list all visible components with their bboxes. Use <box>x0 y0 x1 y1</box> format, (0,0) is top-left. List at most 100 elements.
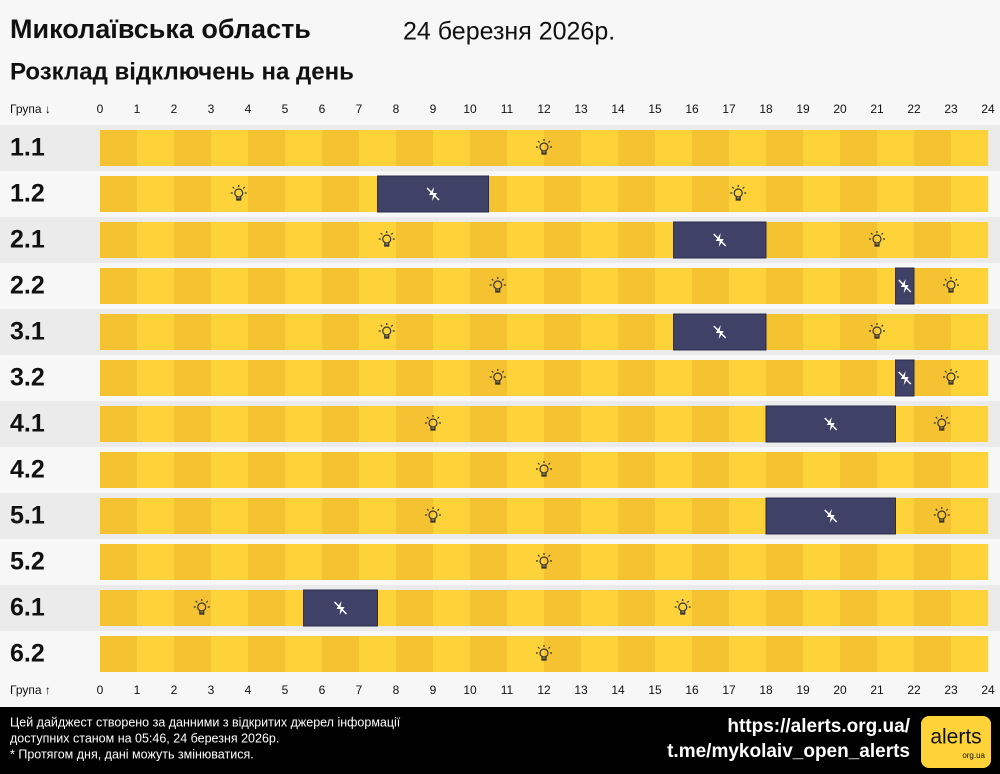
hour-cell <box>544 406 582 442</box>
hour-cell <box>877 590 915 626</box>
x-tick-label: 1 <box>134 102 141 116</box>
hour-cell <box>618 360 656 396</box>
hour-cell <box>211 222 249 258</box>
footer-link[interactable]: https://alerts.org.ua/ <box>727 716 910 737</box>
hour-cell <box>840 544 878 580</box>
hour-cell <box>951 360 989 396</box>
bulb <box>197 602 207 612</box>
bulb <box>872 326 882 336</box>
x-tick-label: 2 <box>171 683 178 697</box>
off-icon <box>898 371 912 385</box>
hour-cell <box>692 360 730 396</box>
hour-cell <box>618 222 656 258</box>
bulb-icon <box>730 185 747 201</box>
hour-cell <box>285 452 323 488</box>
hour-cell <box>174 360 212 396</box>
bulb-rays <box>489 369 506 378</box>
hour-cell <box>248 314 286 350</box>
hour-cell <box>137 498 175 534</box>
hour-cell <box>914 268 952 304</box>
off-icon <box>824 417 838 431</box>
logo: alerts <box>930 726 981 749</box>
x-tick-label: 15 <box>648 683 662 697</box>
x-tick-label: 9 <box>430 683 437 697</box>
hour-cell <box>248 452 286 488</box>
bulb-rays <box>489 277 506 286</box>
axis-label-top: Група ↓ <box>10 102 51 116</box>
bulb-base <box>384 243 390 247</box>
x-tick-label: 20 <box>833 683 847 697</box>
bulb <box>539 464 549 474</box>
hour-cell <box>914 130 952 166</box>
hour-cell <box>211 360 249 396</box>
hour-cell <box>655 176 693 212</box>
hour-cell <box>766 590 804 626</box>
hour-cell <box>396 544 434 580</box>
hour-cell <box>396 314 434 350</box>
hour-cell <box>544 268 582 304</box>
hour-cell <box>433 268 471 304</box>
strike <box>713 325 727 339</box>
hour-cell <box>100 544 138 580</box>
hour-cell <box>914 222 952 258</box>
hour-cell <box>433 590 471 626</box>
bulb-rays <box>536 461 552 470</box>
bulb-icon <box>489 369 506 385</box>
off-icon <box>333 601 348 615</box>
hour-cell <box>729 406 767 442</box>
hour-cell <box>507 406 545 442</box>
bulb-rays <box>536 645 552 654</box>
x-tick-label: 18 <box>759 102 773 116</box>
hour-cell <box>322 130 360 166</box>
hour-cell <box>507 636 545 672</box>
bulb-icon <box>536 645 552 661</box>
hour-cell <box>396 406 434 442</box>
bulb-rays <box>869 323 885 332</box>
hour-cell <box>877 222 915 258</box>
hour-cell <box>766 222 804 258</box>
bulb-rays <box>933 415 950 424</box>
hour-cell <box>285 314 323 350</box>
hour-cell <box>840 268 878 304</box>
bulb-base <box>680 611 686 615</box>
hour-cell <box>100 636 138 672</box>
footer-link[interactable]: t.me/mykolaiv_open_alerts <box>667 741 910 762</box>
hour-cell <box>729 452 767 488</box>
hour-cell <box>507 360 545 396</box>
hour-cell <box>211 406 249 442</box>
hour-cell <box>359 452 397 488</box>
bulb-icon <box>536 553 552 569</box>
hour-cell <box>951 498 989 534</box>
hour-cell <box>470 452 508 488</box>
hour-cell <box>544 176 582 212</box>
x-tick-label: 20 <box>833 102 847 116</box>
x-tick-label: 5 <box>282 683 289 697</box>
hour-cell <box>211 544 249 580</box>
bulb-rays <box>378 323 395 332</box>
hour-cell <box>396 222 434 258</box>
hour-cell <box>544 130 582 166</box>
bulb-icon <box>378 323 395 339</box>
x-tick-label: 5 <box>282 102 289 116</box>
hour-cell <box>507 130 545 166</box>
hour-cell <box>174 314 212 350</box>
row-label: 1.1 <box>10 134 45 162</box>
x-tick-label: 22 <box>907 102 921 116</box>
hour-cell <box>248 406 286 442</box>
hour-cell <box>914 544 952 580</box>
hour-cell <box>470 406 508 442</box>
hour-cell <box>174 222 212 258</box>
x-tick-label: 17 <box>722 683 736 697</box>
hour-cell <box>433 498 471 534</box>
hour-cell <box>433 452 471 488</box>
hour-cell <box>507 314 545 350</box>
hour-cell <box>840 360 878 396</box>
bulb-base <box>541 473 547 477</box>
hour-cell <box>433 544 471 580</box>
hour-cell <box>359 636 397 672</box>
hour-cell <box>655 498 693 534</box>
hour-cell <box>914 176 952 212</box>
hour-cell <box>100 222 138 258</box>
hour-cell <box>285 498 323 534</box>
subtitle: Розклад відключень на день <box>10 58 354 85</box>
